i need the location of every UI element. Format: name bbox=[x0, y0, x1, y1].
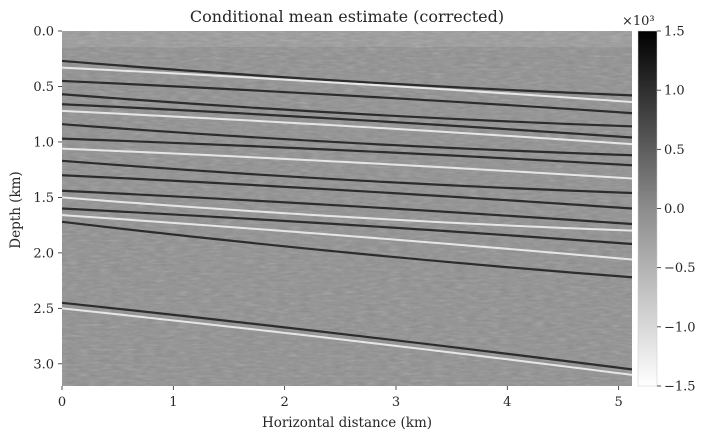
reflector-line bbox=[62, 307, 632, 376]
y-tick-label: 2.0 bbox=[33, 246, 54, 261]
reflector-line bbox=[62, 196, 632, 232]
reflector-layer bbox=[62, 59, 632, 376]
y-tick-label: 3.0 bbox=[33, 357, 54, 372]
reflector-line bbox=[62, 174, 632, 210]
y-tick-label: 0.0 bbox=[33, 25, 54, 40]
heatmap-area bbox=[62, 31, 632, 386]
chart-title: Conditional mean estimate (corrected) bbox=[190, 7, 504, 26]
y-tick-label: 1.5 bbox=[33, 191, 54, 206]
reflector-line bbox=[62, 214, 632, 261]
y-axis-label: Depth (km) bbox=[8, 171, 24, 248]
colorbar-ticks: 1.5 1.0 0.5 0.0 −0.5 −1.0 −1.5 bbox=[657, 25, 696, 395]
x-tick-label: 1 bbox=[169, 395, 177, 410]
x-tick-label: 5 bbox=[615, 395, 623, 410]
y-tick-label: 0.5 bbox=[33, 80, 54, 95]
reflector-line bbox=[62, 66, 632, 103]
colorbar-gradient bbox=[637, 30, 658, 387]
x-axis-label: Horizontal distance (km) bbox=[262, 415, 432, 431]
colorbar: ×10³ 1.5 1.0 0.5 0.0 −0.5 −1.0 −1.5 bbox=[622, 14, 696, 395]
reflector-line bbox=[62, 59, 632, 97]
colorbar-tick-label: −1.5 bbox=[664, 380, 696, 395]
x-tick-label: 3 bbox=[392, 395, 400, 410]
heatmap-texture bbox=[62, 31, 632, 386]
reflector-line bbox=[62, 159, 632, 195]
reflector-line bbox=[62, 109, 632, 146]
colorbar-multiplier: ×10³ bbox=[622, 14, 655, 29]
colorbar-tick-label: 0.0 bbox=[664, 202, 685, 217]
reflector-line bbox=[62, 123, 632, 157]
reflector-line bbox=[62, 301, 632, 371]
reflector-line bbox=[62, 189, 632, 226]
reflector-line bbox=[62, 147, 632, 180]
reflector-line bbox=[62, 137, 632, 167]
x-tick-label: 4 bbox=[503, 395, 511, 410]
x-axis: 0 1 2 3 4 5 bbox=[58, 386, 623, 410]
x-tick-label: 2 bbox=[281, 395, 289, 410]
y-tick-label: 1.0 bbox=[33, 135, 54, 150]
colorbar-tick-label: 0.5 bbox=[664, 143, 685, 158]
x-tick-label: 0 bbox=[58, 395, 66, 410]
reflector-line bbox=[62, 93, 632, 128]
colorbar-tick-label: −1.0 bbox=[664, 320, 696, 335]
y-tick-label: 2.5 bbox=[33, 302, 54, 317]
colorbar-tick-label: 1.0 bbox=[664, 84, 685, 99]
reflector-line bbox=[62, 79, 632, 115]
colorbar-tick-label: −0.5 bbox=[664, 261, 696, 276]
reflector-line bbox=[62, 103, 632, 139]
reflector-line bbox=[62, 220, 632, 279]
y-axis: 0.0 0.5 1.0 1.5 2.0 2.5 3.0 bbox=[33, 25, 62, 372]
colorbar-tick-label: 1.5 bbox=[664, 25, 685, 40]
reflector-line bbox=[62, 207, 632, 246]
